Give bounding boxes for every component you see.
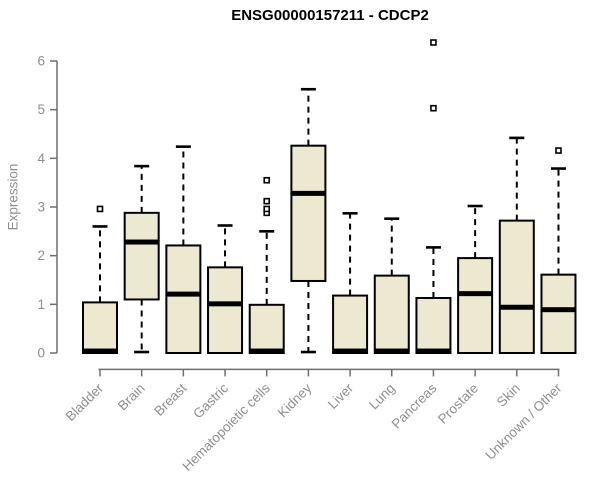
x-category-label: Gastric: [190, 380, 231, 421]
x-category-label: Kidney: [275, 380, 315, 420]
outlier-pancreas: [430, 104, 437, 112]
median-kidney: [291, 190, 326, 196]
y-tick-label: 3: [37, 199, 45, 214]
x-category-label: Unknown / Other: [482, 380, 565, 463]
outlier-unknown-other: [555, 147, 562, 154]
y-tick-label: 0: [37, 346, 45, 361]
x-category-label: Breast: [151, 380, 189, 418]
median-pancreas: [416, 348, 451, 354]
x-category-label: Skin: [494, 381, 523, 410]
chart-title: ENSG00000157211 - CDCP2: [231, 7, 429, 24]
median-unknown-other: [541, 307, 576, 313]
median-hematopoietic-cells: [249, 348, 284, 354]
y-tick-label: 6: [37, 53, 45, 68]
box-pancreas: [415, 297, 452, 354]
x-category-label: Lung: [366, 381, 398, 413]
box-breast: [165, 244, 202, 354]
median-liver: [333, 348, 368, 354]
box-skin: [498, 219, 535, 354]
box-hematopoietic-cells: [248, 303, 285, 354]
outlier-pancreas: [430, 39, 437, 46]
x-category-label: Brain: [115, 381, 148, 414]
median-breast: [166, 291, 201, 297]
x-category-label: Bladder: [63, 380, 107, 424]
box-liver: [332, 294, 369, 354]
outlier-bladder: [96, 205, 104, 213]
y-tick-label: 4: [37, 151, 45, 166]
x-category-label: Prostate: [435, 381, 481, 427]
median-skin: [499, 304, 534, 310]
y-tick-label: 1: [37, 297, 45, 312]
median-bladder: [83, 348, 117, 354]
outlier-hematopoietic-cells: [263, 205, 271, 213]
box-bladder: [82, 301, 118, 355]
median-lung: [374, 348, 409, 354]
median-brain: [124, 239, 159, 245]
x-category-label: Pancreas: [389, 380, 440, 431]
box-gastric: [207, 266, 244, 354]
box-lung: [373, 274, 410, 355]
x-category-label: Liver: [325, 380, 357, 412]
outlier-hematopoietic-cells: [263, 197, 271, 205]
median-gastric: [208, 301, 243, 307]
box-brain: [123, 211, 160, 301]
y-tick-label: 2: [37, 248, 45, 263]
outlier-hematopoietic-cells: [263, 176, 271, 184]
box-kidney: [290, 144, 327, 282]
y-tick-label: 5: [37, 102, 45, 117]
median-prostate: [458, 291, 493, 297]
box-unknown-other: [540, 273, 577, 354]
box-prostate: [457, 257, 494, 355]
